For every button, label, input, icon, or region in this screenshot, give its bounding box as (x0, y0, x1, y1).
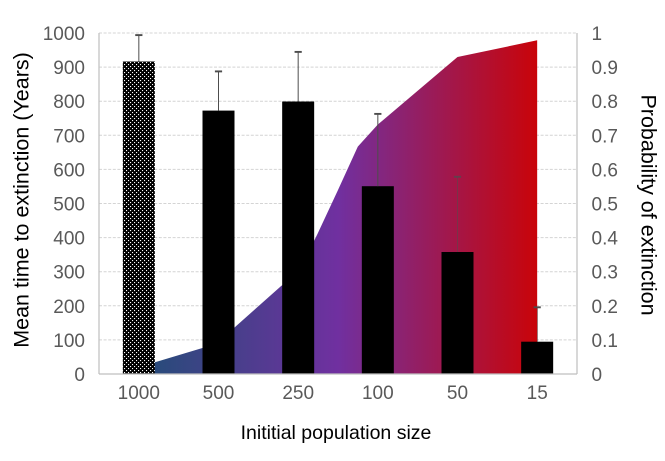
svg-text:800: 800 (53, 92, 85, 113)
svg-text:1: 1 (592, 24, 603, 45)
svg-text:900: 900 (53, 58, 85, 79)
svg-text:50: 50 (447, 383, 468, 404)
svg-text:100: 100 (362, 383, 394, 404)
svg-text:1000: 1000 (118, 383, 160, 404)
svg-text:0.2: 0.2 (592, 297, 618, 318)
svg-text:15: 15 (527, 383, 548, 404)
svg-text:Inititial population size: Inititial population size (241, 422, 432, 444)
svg-text:200: 200 (53, 297, 85, 318)
svg-text:0.9: 0.9 (592, 58, 618, 79)
svg-text:0: 0 (74, 365, 85, 386)
svg-text:0.6: 0.6 (592, 160, 618, 181)
svg-text:700: 700 (53, 126, 85, 147)
svg-text:0.1: 0.1 (592, 331, 618, 352)
svg-text:0.8: 0.8 (592, 92, 618, 113)
svg-text:400: 400 (53, 229, 85, 250)
svg-text:300: 300 (53, 263, 85, 284)
svg-text:0: 0 (592, 365, 603, 386)
svg-text:0.5: 0.5 (592, 195, 618, 216)
svg-text:0.4: 0.4 (592, 229, 619, 250)
svg-text:0.7: 0.7 (592, 126, 618, 147)
svg-text:500: 500 (53, 195, 85, 216)
svg-text:Mean time to extinction (Years: Mean time to extinction (Years) (10, 52, 34, 348)
svg-text:500: 500 (203, 383, 235, 404)
svg-text:100: 100 (53, 331, 85, 352)
svg-text:0.3: 0.3 (592, 263, 618, 284)
svg-text:Probability of extinction: Probability of extinction (637, 94, 661, 315)
svg-text:1000: 1000 (43, 24, 85, 45)
svg-text:600: 600 (53, 160, 85, 181)
svg-text:250: 250 (282, 383, 314, 404)
